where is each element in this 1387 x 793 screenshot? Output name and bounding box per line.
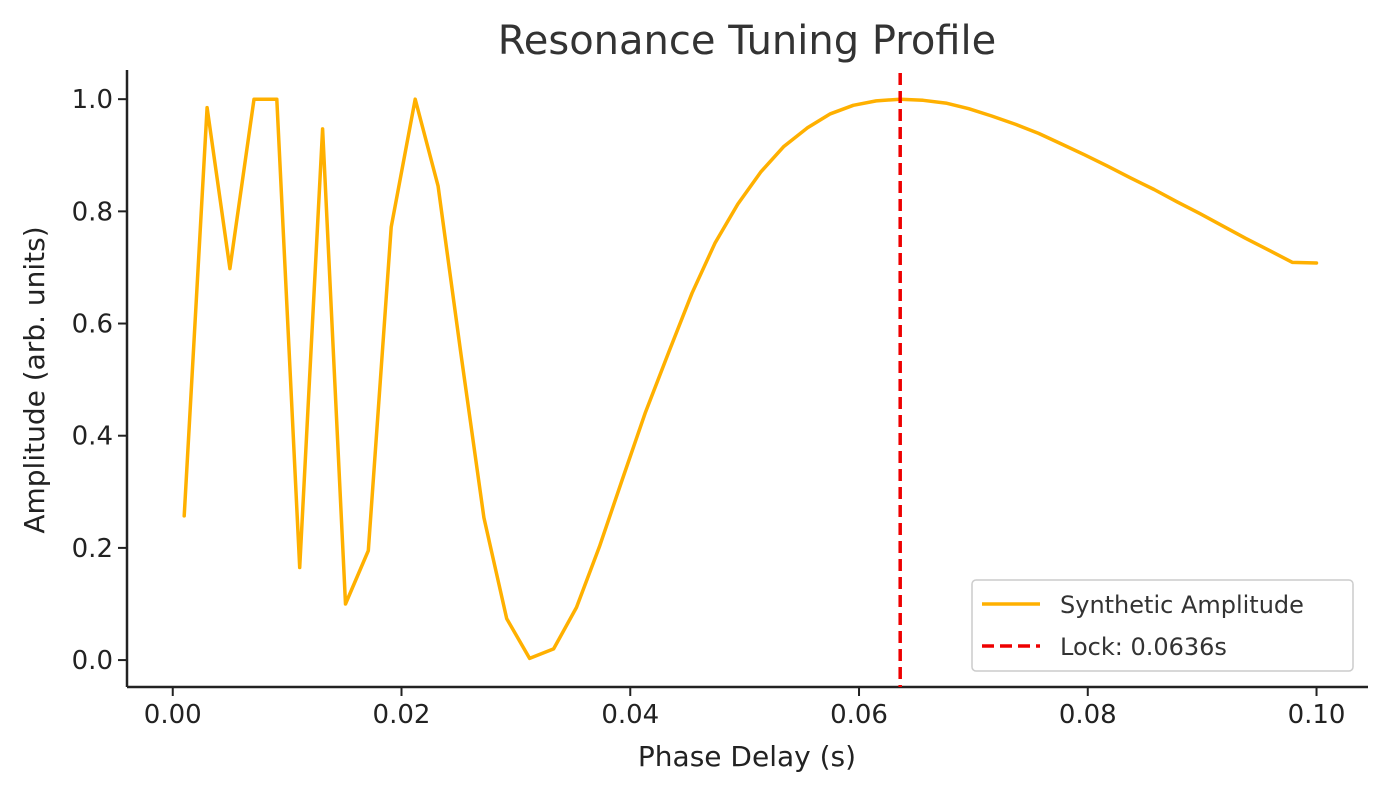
x-tick-label: 0.06: [830, 700, 888, 730]
y-ticks: 0.0 0.2 0.4 0.6 0.8 1.0: [72, 85, 127, 676]
y-axis-label: Amplitude (arb. units): [18, 226, 51, 533]
legend: Synthetic Amplitude Lock: 0.0636s: [971, 579, 1354, 672]
y-tick-label: 1.0: [72, 85, 113, 115]
x-tick-label: 0.02: [373, 700, 431, 730]
series-layer: [182, 97, 1319, 661]
x-tick-label: 0.10: [1288, 700, 1346, 730]
legend-box: [971, 579, 1354, 672]
chart-title: Resonance Tuning Profile: [498, 18, 996, 64]
legend-label-lock: Lock: 0.0636s: [1060, 633, 1227, 661]
x-axis-label: Phase Delay (s): [638, 740, 856, 773]
y-tick-label: 0.6: [72, 310, 113, 340]
x-tick-label: 0.04: [601, 700, 659, 730]
plot-area: 0.00 0.02 0.04 0.06 0.08 0.10 0.0 0.2 0.4 0.6 0.8…: [72, 70, 1368, 730]
x-tick-label: 0.08: [1059, 700, 1117, 730]
y-tick-label: 0.8: [72, 197, 113, 227]
y-tick-label: 0.0: [72, 646, 113, 676]
y-tick-label: 0.2: [72, 534, 113, 564]
legend-label-series: Synthetic Amplitude: [1060, 591, 1304, 619]
x-ticks: 0.00 0.02 0.04 0.06 0.08 0.10: [144, 687, 1346, 730]
x-tick-label: 0.00: [144, 700, 202, 730]
series-line-synthetic-amplitude: [182, 97, 1319, 661]
y-tick-label: 0.4: [72, 422, 113, 452]
